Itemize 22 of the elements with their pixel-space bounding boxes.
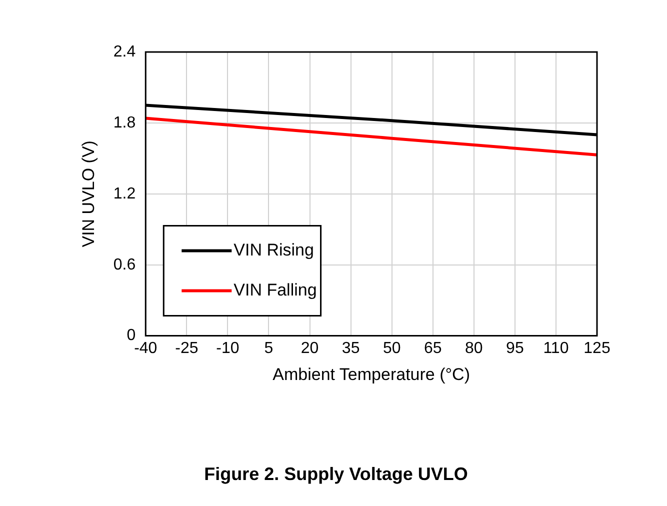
x-tick-label: 35	[342, 340, 360, 357]
x-tick-label: 65	[424, 340, 442, 357]
x-tick-label: 50	[382, 340, 401, 357]
text: Figure 2. Supply Voltage UVLO	[204, 464, 468, 484]
y-tick-label: 1.2	[113, 185, 136, 202]
x-tick-label: 95	[506, 340, 524, 357]
legend-label: VIN Rising	[234, 240, 314, 260]
x-tick-label: 110	[543, 340, 569, 357]
y-tick-label: 2.4	[113, 43, 136, 60]
x-tick-label: 125	[584, 340, 610, 357]
x-tick-label: -25	[175, 340, 198, 357]
y-axis-title: VIN UVLO (V)	[78, 140, 98, 248]
x-axis-title: Ambient Temperature (°C)	[272, 364, 470, 384]
y-tick-label: 0.6	[113, 256, 136, 274]
y-tick-label: 1.8	[113, 114, 136, 132]
y-tick-label: 0	[126, 327, 136, 344]
x-tick-label: -10	[216, 340, 240, 357]
legend-label: VIN Falling	[234, 280, 317, 300]
x-tick-label: -40	[134, 340, 158, 357]
x-tick-label: 80	[465, 340, 483, 357]
x-tick-label: 20	[300, 340, 319, 357]
x-tick-label: 5	[264, 340, 274, 357]
